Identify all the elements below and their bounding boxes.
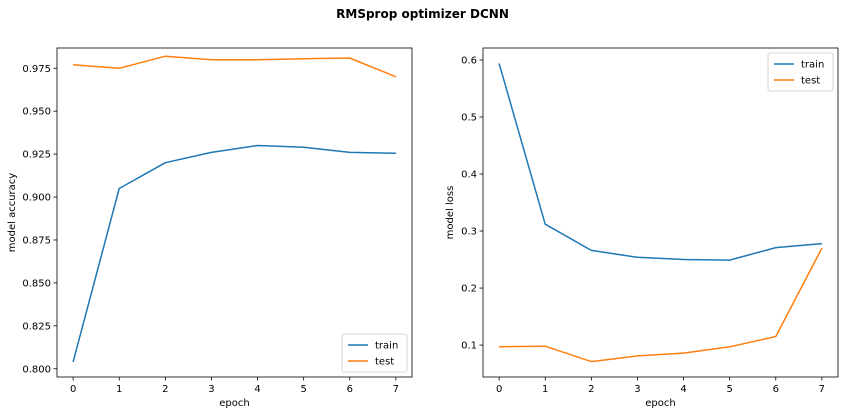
x-tick-label: 3 <box>634 384 640 395</box>
y-tick-label: 0.850 <box>22 278 51 289</box>
x-tick-label: 5 <box>726 384 732 395</box>
series-line-train <box>498 63 822 261</box>
series-line-test <box>73 55 397 78</box>
legend: train test <box>767 52 834 92</box>
x-tick-label: 1 <box>116 384 122 395</box>
x-tick-label: 0 <box>70 384 76 395</box>
y-axis-label: model accuracy <box>7 173 18 253</box>
x-tick-label: 2 <box>588 384 594 395</box>
plot-frame <box>482 47 839 378</box>
legend-label-train: train <box>375 341 398 352</box>
y-tick-label: 0.925 <box>22 150 51 161</box>
series-line-train <box>72 144 396 363</box>
y-tick-label: 0.975 <box>22 64 51 75</box>
x-tick-label: 0 <box>496 384 502 395</box>
y-tick-label: 0.875 <box>22 235 51 246</box>
legend: train test <box>341 333 408 373</box>
x-axis-label: epoch <box>645 398 675 409</box>
y-tick-label: 0.800 <box>22 364 51 375</box>
y-tick-label: 0.900 <box>22 193 51 204</box>
legend-box <box>341 333 408 373</box>
x-axis-label: epoch <box>219 398 249 409</box>
x-tick-label: 6 <box>773 384 779 395</box>
legend-box <box>767 52 834 92</box>
y-tick-label: 0.1 <box>461 341 477 352</box>
x-tick-label: 5 <box>300 384 306 395</box>
x-tick-label: 4 <box>680 384 686 395</box>
legend-label-train: train <box>801 60 824 71</box>
x-tick-label: 7 <box>819 384 825 395</box>
loss-panel: 0 1 2 3 4 5 6 7 0.1 0.2 0.3 0.4 0.5 0.6 epoch model los… <box>445 47 839 409</box>
legend-label-test: test <box>801 76 820 87</box>
y-tick-label: 0.4 <box>461 170 477 181</box>
plot-frame <box>56 47 413 378</box>
accuracy-panel: 0 1 2 3 4 5 6 7 0.800 0.825 0.850 0.875 0.900 0.925 0.… <box>7 47 413 409</box>
x-tick-label: 3 <box>208 384 214 395</box>
x-tick-label: 1 <box>542 384 548 395</box>
y-tick-label: 0.950 <box>22 107 51 118</box>
x-tick-label: 6 <box>347 384 353 395</box>
x-tick-label: 4 <box>254 384 260 395</box>
y-tick-label: 0.2 <box>461 284 477 295</box>
y-tick-label: 0.825 <box>22 321 51 332</box>
y-tick-label: 0.3 <box>461 227 477 238</box>
y-axis-label: model loss <box>445 186 456 240</box>
legend-label-test: test <box>375 357 394 368</box>
y-tick-label: 0.6 <box>461 55 477 66</box>
y-tick-label: 0.5 <box>461 112 477 123</box>
x-tick-label: 7 <box>393 384 399 395</box>
series-line-test <box>499 247 823 363</box>
x-tick-label: 2 <box>162 384 168 395</box>
figure-title: RMSprop optimizer DCNN <box>336 7 509 21</box>
